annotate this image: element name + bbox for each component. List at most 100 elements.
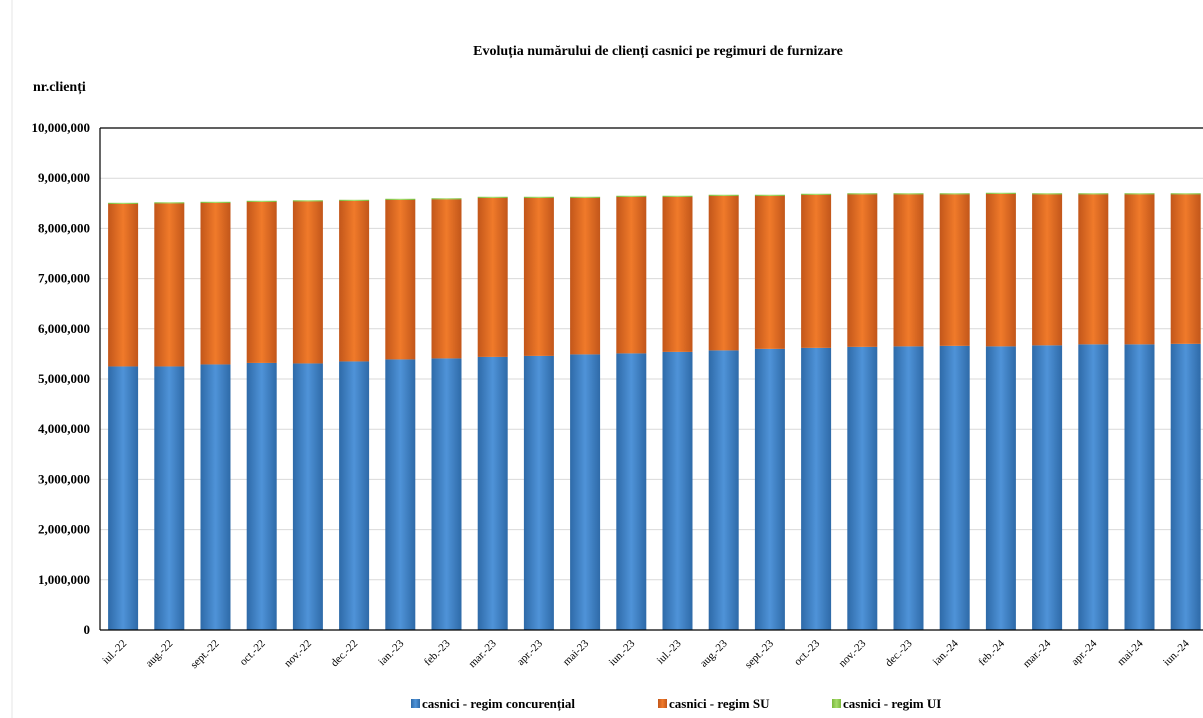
x-tick-label: ian.-24	[931, 637, 962, 668]
legend-label: casnici - regim SU	[669, 696, 770, 711]
bar-segment	[1170, 343, 1201, 630]
bar-segment	[1032, 193, 1063, 195]
bar-segment	[570, 354, 601, 630]
chart-title: Evoluția numărului de clienți casnici pe…	[473, 44, 843, 59]
bar-segment	[292, 201, 323, 364]
legend-swatch	[658, 699, 667, 708]
x-tick-label: mar.-24	[1021, 637, 1054, 670]
bar-segment	[385, 359, 416, 630]
bar-segment	[246, 362, 277, 630]
bar-segment	[385, 199, 416, 360]
bar-segment	[339, 361, 370, 630]
x-tick-label: sept.-22	[188, 638, 221, 671]
bar-segment	[801, 347, 832, 630]
bar-segment	[1124, 194, 1155, 345]
bar-segment	[523, 197, 554, 356]
bar-segment	[292, 363, 323, 630]
bar-segment	[1170, 193, 1201, 195]
y-axis-ticks: 0 1,000,000 2,000,000 3,000,000 4,000,000 5,0…	[32, 120, 91, 637]
bar-segment	[939, 345, 970, 630]
bar-segment	[431, 358, 462, 630]
bar-segment	[200, 201, 231, 203]
y-tick-label: 4,000,000	[38, 421, 90, 436]
x-tick-label: ian.-23	[376, 637, 407, 668]
bar-segment	[893, 346, 924, 630]
bar-segment	[985, 346, 1016, 630]
bar-segment	[616, 195, 647, 197]
bar-segment	[939, 194, 970, 346]
legend-label: casnici - regim UI	[843, 696, 941, 711]
y-tick-label: 7,000,000	[38, 271, 90, 286]
bar-segment	[108, 202, 139, 204]
x-tick-label: iul.-22	[100, 638, 129, 667]
x-tick-label: mai-23	[561, 637, 592, 668]
x-tick-label: dec.-23	[883, 637, 915, 669]
bar-segment	[431, 199, 462, 359]
y-tick-label: 1,000,000	[38, 572, 90, 587]
bar-segment	[292, 200, 323, 202]
bar-segment	[1124, 193, 1155, 195]
axes	[99, 127, 1203, 631]
bar-segment	[985, 193, 1016, 347]
x-tick-label: mai-24	[1115, 637, 1146, 668]
bar-segment	[847, 346, 878, 630]
bar-segment	[154, 203, 185, 367]
x-tick-label: iun.-24	[1161, 637, 1192, 668]
bars	[108, 192, 1201, 630]
x-tick-label: nov.-23	[836, 637, 868, 669]
bar-segment	[154, 202, 185, 204]
bar-segment	[801, 194, 832, 348]
bar-segment	[1124, 344, 1155, 630]
x-tick-label: feb.-24	[976, 637, 1007, 668]
bar-segment	[1078, 194, 1109, 345]
bar-segment	[1032, 345, 1063, 630]
bar-segment	[385, 198, 416, 200]
bar-segment	[754, 195, 785, 349]
y-tick-label: 5,000,000	[38, 371, 90, 386]
bar-segment	[616, 353, 647, 630]
legend-swatch	[411, 699, 420, 708]
bar-segment	[246, 201, 277, 363]
bar-segment	[893, 194, 924, 347]
bar-segment	[893, 193, 924, 195]
x-tick-label: apr.-24	[1069, 637, 1100, 668]
y-tick-label: 0	[84, 622, 91, 637]
bar-segment	[847, 194, 878, 347]
bar-segment	[154, 366, 185, 630]
bar-segment	[339, 200, 370, 362]
x-tick-label: feb.-23	[422, 637, 453, 668]
bar-segment	[708, 195, 739, 351]
x-tick-label: iul.-23	[655, 637, 684, 666]
x-tick-label: aug.-23	[698, 637, 730, 669]
y-tick-label: 2,000,000	[38, 522, 90, 537]
bar-segment	[1170, 194, 1201, 344]
bar-segment	[570, 197, 601, 355]
legend-swatch	[832, 699, 841, 708]
y-tick-label: 8,000,000	[38, 220, 90, 235]
x-tick-label: oct.-22	[238, 638, 268, 668]
x-tick-label: oct.-23	[792, 637, 823, 668]
y-tick-label: 9,000,000	[38, 170, 90, 185]
bar-segment	[708, 350, 739, 630]
bar-segment	[339, 199, 370, 201]
bar-segment	[200, 364, 231, 630]
y-tick-label: 10,000,000	[32, 120, 91, 135]
y-tick-label: 3,000,000	[38, 471, 90, 486]
bar-segment	[523, 196, 554, 198]
bar-segment	[570, 196, 601, 198]
bar-segment	[246, 200, 277, 202]
x-tick-label: dec.-22	[329, 638, 361, 670]
bar-segment	[108, 366, 139, 630]
bar-segment	[939, 193, 970, 195]
x-tick-label: nov.-22	[282, 638, 314, 670]
bar-segment	[847, 193, 878, 195]
x-tick-label: mar.-23	[466, 637, 499, 670]
legend-label: casnici - regim concurențial	[422, 696, 575, 712]
bar-segment	[200, 202, 231, 365]
bar-segment	[1078, 344, 1109, 630]
x-tick-label: aug.-22	[143, 638, 175, 670]
x-tick-label: apr.-23	[515, 637, 546, 668]
bar-segment	[662, 351, 693, 630]
bar-segment	[523, 355, 554, 630]
bar-segment	[616, 196, 647, 354]
